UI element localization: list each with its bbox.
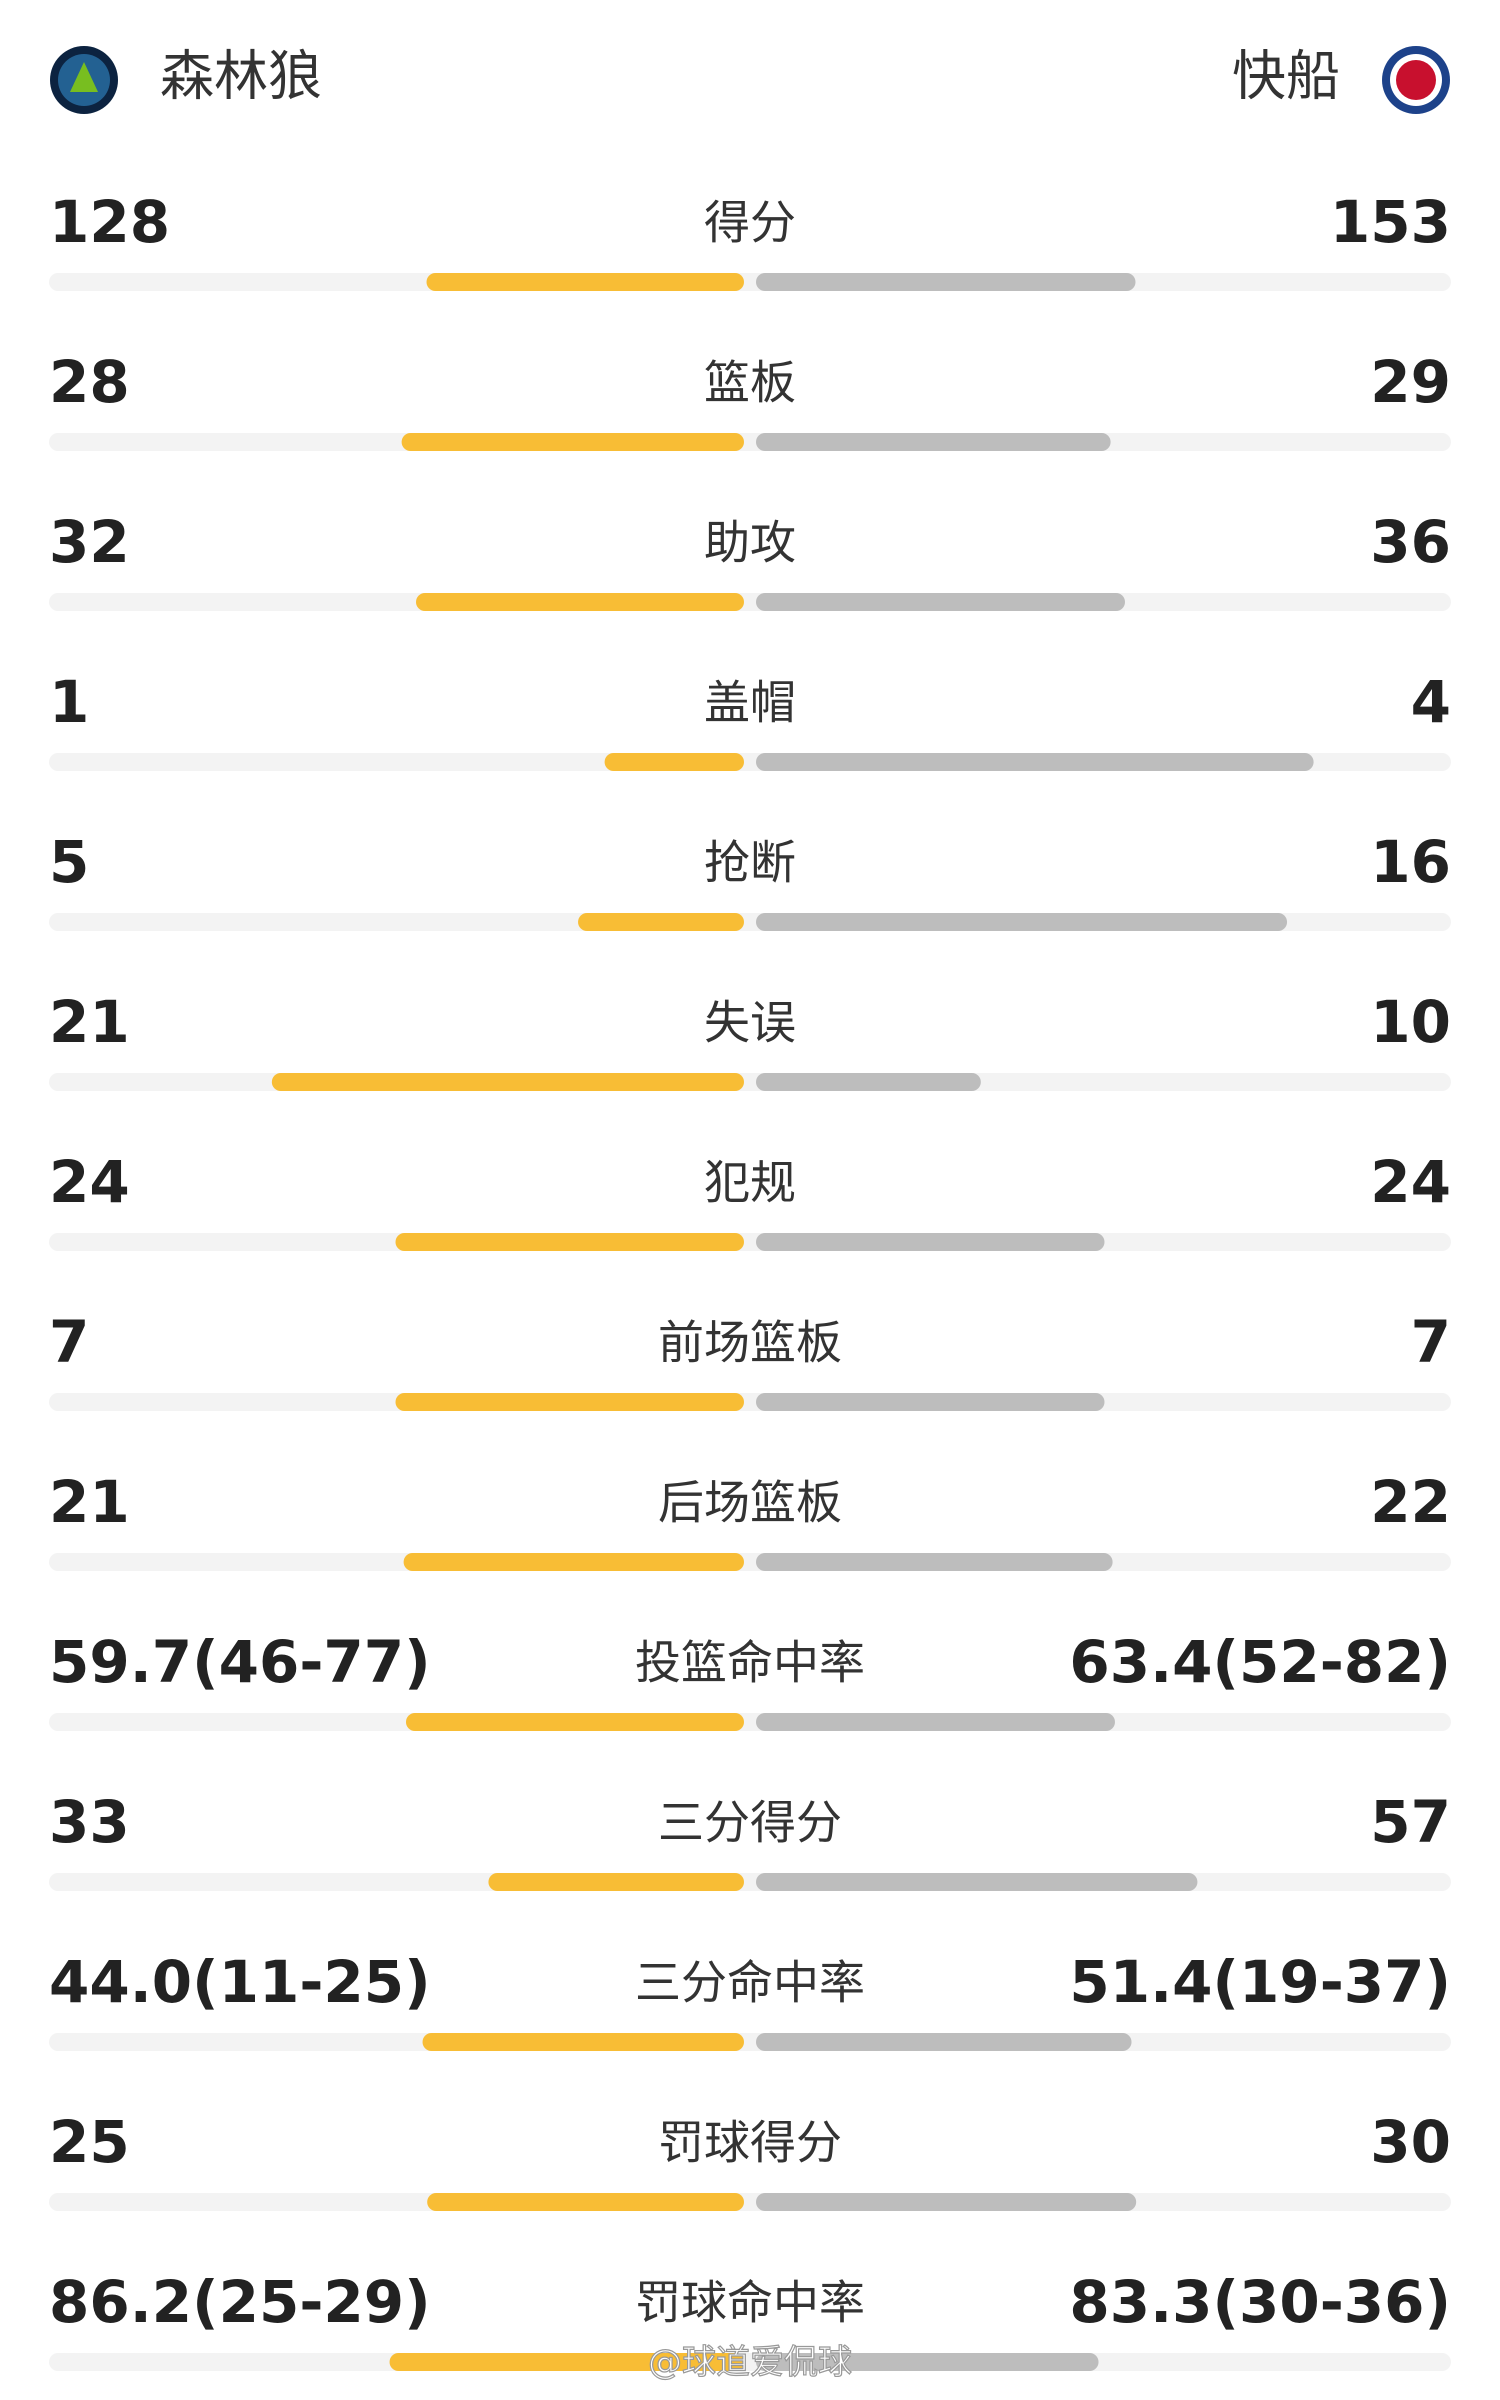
home-bar (403, 1553, 744, 1571)
bar-track (49, 593, 1451, 611)
away-bar (756, 433, 1111, 451)
bar-track (49, 2193, 1451, 2211)
away-team: 快船 (1232, 45, 1340, 108)
home-bar (389, 2353, 744, 2371)
away-value: 57 (1370, 1788, 1451, 1856)
away-value: 22 (1370, 1468, 1451, 1536)
stat-label: 罚球命中率 (635, 2276, 865, 2330)
bar-track (49, 1073, 1451, 1091)
home-value: 21 (49, 988, 130, 1056)
away-value: 63.4(52-82) (1069, 1628, 1451, 1696)
away-value: 4 (1411, 668, 1451, 736)
home-value: 25 (49, 2108, 130, 2176)
stat-label: 犯规 (704, 1156, 796, 1210)
home-bar (405, 1713, 744, 1731)
away-value: 153 (1330, 188, 1451, 256)
away-value: 16 (1370, 828, 1451, 896)
away-value: 7 (1411, 1308, 1451, 1376)
home-bar (578, 913, 744, 931)
bar-track (49, 1873, 1451, 1891)
stat-label: 抢断 (704, 836, 796, 890)
away-bar (756, 1233, 1105, 1251)
away-value: 10 (1370, 988, 1451, 1056)
stat-label: 三分得分 (658, 1796, 842, 1850)
away-bar (756, 2033, 1132, 2051)
home-bar (422, 2033, 744, 2051)
home-value: 24 (49, 1148, 130, 1216)
away-value: 30 (1370, 2108, 1451, 2176)
home-bar (604, 753, 744, 771)
stat-label: 投篮命中率 (635, 1636, 865, 1690)
home-logo (50, 46, 118, 114)
home-team: 森林狼 (160, 45, 322, 108)
bar-track (49, 1553, 1451, 1571)
stat-label: 前场篮板 (658, 1316, 842, 1370)
away-value: 29 (1370, 348, 1451, 416)
home-bar (271, 1073, 744, 1091)
bar-track (49, 2033, 1451, 2051)
away-value: 36 (1370, 508, 1451, 576)
stat-rows: 128 得分 153 28 篮板 29 32 助攻 36 1 盖帽 4 5 抢断 16 21 失误 10 24 犯规 2… (49, 188, 1451, 2371)
away-bar (756, 1553, 1113, 1571)
stat-label: 盖帽 (704, 676, 796, 730)
home-bar (395, 1233, 744, 1251)
home-bar (426, 273, 744, 291)
away-bar (756, 1073, 981, 1091)
away-value: 24 (1370, 1148, 1451, 1216)
home-value: 1 (49, 668, 89, 736)
away-value: 51.4(19-37) (1069, 1948, 1451, 2016)
home-value: 44.0(11-25) (49, 1948, 431, 2016)
home-value: 86.2(25-29) (49, 2268, 431, 2336)
away-bar (756, 1873, 1198, 1891)
away-bar (756, 593, 1125, 611)
home-value: 32 (49, 508, 130, 576)
home-bar (488, 1873, 744, 1891)
stat-label: 三分命中率 (635, 1956, 865, 2010)
bar-track (49, 433, 1451, 451)
stat-label: 得分 (704, 196, 796, 250)
home-bar (395, 1393, 744, 1411)
bar-track (49, 1233, 1451, 1251)
away-bar (756, 1713, 1115, 1731)
home-bar (427, 2193, 744, 2211)
away-bar (756, 753, 1314, 771)
home-value: 21 (49, 1468, 130, 1536)
home-bar (401, 433, 744, 451)
bar-track (49, 273, 1451, 291)
home-value: 59.7(46-77) (49, 1628, 431, 1696)
stat-label: 失误 (704, 996, 796, 1050)
home-value: 5 (49, 828, 89, 896)
bar-track (49, 1713, 1451, 1731)
stat-label: 后场篮板 (658, 1476, 842, 1530)
stat-label: 助攻 (704, 516, 796, 570)
watermark: @球道爱侃球 (648, 2343, 852, 2383)
stat-label: 罚球得分 (658, 2116, 842, 2170)
away-bar (756, 273, 1136, 291)
home-value: 128 (49, 188, 170, 256)
away-bar (756, 2353, 1099, 2371)
away-logo (1382, 46, 1450, 114)
away-bar (756, 2193, 1137, 2211)
home-bar (416, 593, 744, 611)
stat-label: 篮板 (704, 356, 796, 410)
home-value: 7 (49, 1308, 89, 1376)
away-value: 83.3(30-36) (1069, 2268, 1451, 2336)
home-value: 28 (49, 348, 130, 416)
home-value: 33 (49, 1788, 130, 1856)
away-bar (756, 913, 1288, 931)
away-bar (756, 1393, 1105, 1411)
bar-track (49, 1393, 1451, 1411)
